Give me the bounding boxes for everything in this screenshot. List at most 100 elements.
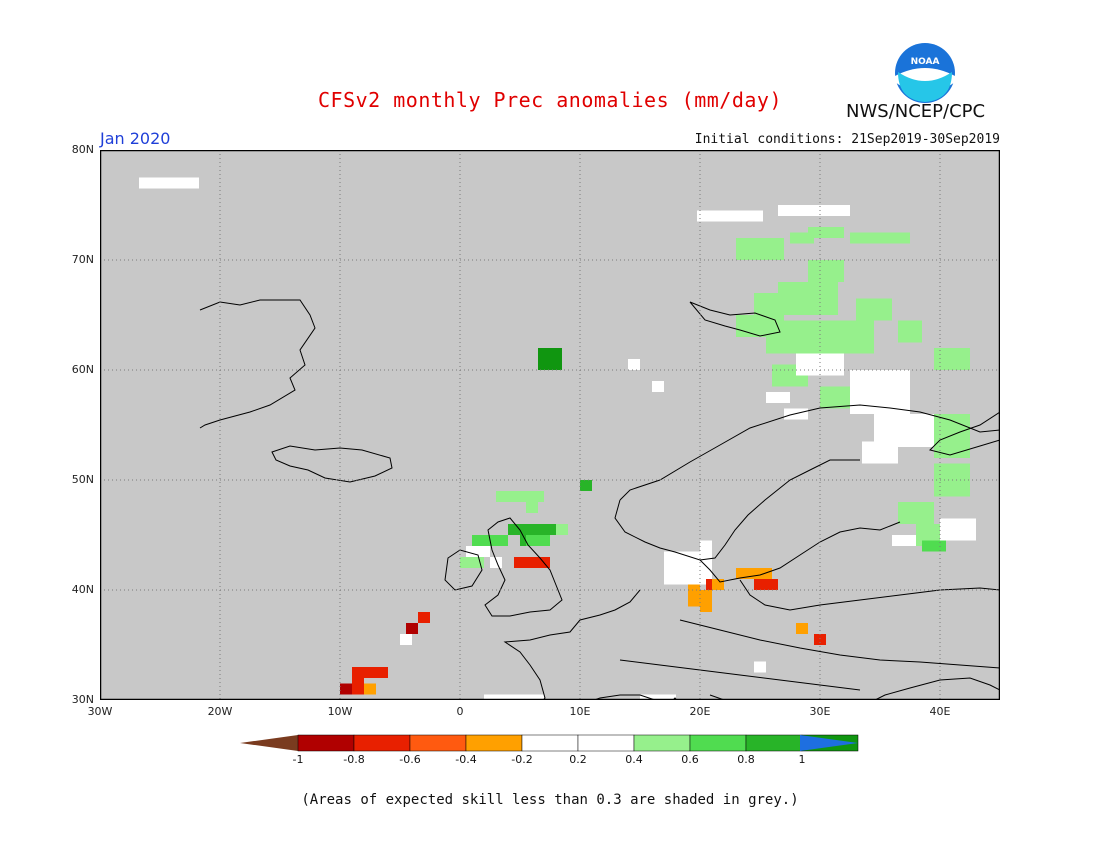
anomaly-cell (640, 694, 676, 700)
anomaly-cell (700, 540, 712, 552)
colorbar-label: 0.2 (569, 753, 587, 766)
anomaly-cell (364, 683, 376, 695)
anomaly-cells (139, 177, 976, 700)
anomaly-cell (790, 232, 814, 244)
colorbar-bin (633, 734, 691, 752)
colorbar-bin (745, 734, 803, 752)
colorbar-bin (689, 734, 747, 752)
anomaly-cell (778, 205, 850, 216)
anomaly-cell (352, 683, 364, 695)
anomaly-cell (766, 320, 874, 354)
lat-label: 70N (71, 253, 94, 266)
colorbar-bin (577, 734, 635, 752)
anomaly-cell (526, 502, 538, 513)
map-frame (100, 150, 1000, 700)
anomaly-cell (892, 535, 916, 546)
anomaly-cell (688, 584, 700, 607)
anomaly-cell (796, 353, 844, 376)
colorbar-bin (353, 734, 411, 752)
map-title: CFSv2 monthly Prec anomalies (mm/day) (317, 88, 783, 112)
anomaly-cell (898, 320, 922, 343)
anomaly-cell (940, 518, 976, 541)
lat-label: 60N (71, 363, 94, 376)
coastlines (199, 299, 1000, 700)
colorbar-label: -1 (292, 753, 304, 766)
precip-anomaly-map (100, 150, 1000, 700)
anomaly-cell (169, 177, 199, 189)
colorbar-label: 0.8 (737, 753, 755, 766)
lon-label: 40E (929, 705, 951, 718)
initial-conditions: Initial conditions: 21Sep2019-30Sep2019 (694, 132, 1000, 147)
colorbar-label: -0.8 (343, 753, 365, 766)
lat-label: 30N (71, 693, 94, 706)
anomaly-cell (922, 540, 946, 552)
lon-label: 0 (456, 705, 464, 718)
anomaly-cell (796, 623, 808, 634)
anomaly-cell (712, 579, 724, 590)
colorbar-bin (297, 734, 355, 752)
lon-label: 20W (207, 705, 233, 718)
anomaly-cell (514, 557, 550, 568)
anomaly-cell (808, 260, 844, 282)
agency-label: NWS/NCEP/CPC (846, 101, 986, 122)
colorbar-arrow-high (800, 735, 858, 751)
anomaly-cell (898, 502, 934, 524)
colorbar-label: 1 (798, 753, 806, 766)
anomaly-cell (700, 590, 712, 612)
anomaly-cell (766, 392, 790, 403)
anomaly-cell (490, 557, 502, 568)
anomaly-cell (778, 282, 838, 315)
lat-label: 50N (71, 473, 94, 486)
anomaly-cell (526, 535, 550, 546)
lon-label: 30E (809, 705, 831, 718)
anomaly-cell (934, 348, 970, 370)
lon-label: 20E (689, 705, 711, 718)
colorbar-bin (521, 734, 579, 752)
colorbar-bin (409, 734, 467, 752)
colorbar-label: -0.6 (399, 753, 421, 766)
forecast-month: Jan 2020 (100, 129, 171, 148)
colorbar-arrow-low (240, 735, 298, 751)
anomaly-cell (814, 634, 826, 645)
anomaly-cell (139, 177, 169, 189)
noaa-logo-text: NOAA (911, 57, 940, 67)
colorbar-label: 0.6 (681, 753, 699, 766)
colorbar-bin (465, 734, 523, 752)
anomaly-cell (754, 579, 778, 590)
lat-label: 40N (71, 583, 94, 596)
anomaly-cell (736, 238, 784, 260)
anomaly-cell (484, 694, 544, 700)
anomaly-cell (556, 524, 568, 535)
colorbar-label: 0.4 (625, 753, 643, 766)
lat-label: 80N (71, 143, 94, 156)
anomaly-cell (352, 667, 388, 678)
anomaly-cell (508, 524, 556, 535)
anomaly-cell (862, 441, 898, 464)
lon-label: 10E (569, 705, 591, 718)
anomaly-cell (496, 491, 544, 502)
colorbar-label: -0.2 (511, 753, 533, 766)
anomaly-cell (340, 683, 352, 695)
anomaly-cell (580, 480, 592, 491)
anomaly-cell (628, 359, 640, 370)
anomaly-cell (736, 568, 772, 579)
anomaly-cell (688, 557, 700, 568)
anomaly-cell (418, 612, 430, 623)
anomaly-cell (538, 348, 562, 370)
anomaly-cell (652, 381, 664, 392)
anomaly-cell (697, 210, 763, 222)
anomaly-cell (460, 557, 484, 568)
anomaly-cell (406, 623, 418, 634)
lon-label: 10W (327, 705, 353, 718)
colorbar-bins (297, 734, 859, 752)
anomaly-cell (466, 546, 490, 557)
colorbar (240, 734, 859, 752)
anomaly-cell (856, 298, 892, 321)
colorbar-label: -0.4 (455, 753, 477, 766)
anomaly-cell (400, 634, 412, 645)
lon-label: 30W (87, 705, 113, 718)
noaa-logo: NOAA (895, 43, 955, 103)
anomaly-cell (862, 232, 910, 244)
footnote: (Areas of expected skill less than 0.3 a… (301, 792, 799, 808)
anomaly-cell (808, 227, 844, 238)
